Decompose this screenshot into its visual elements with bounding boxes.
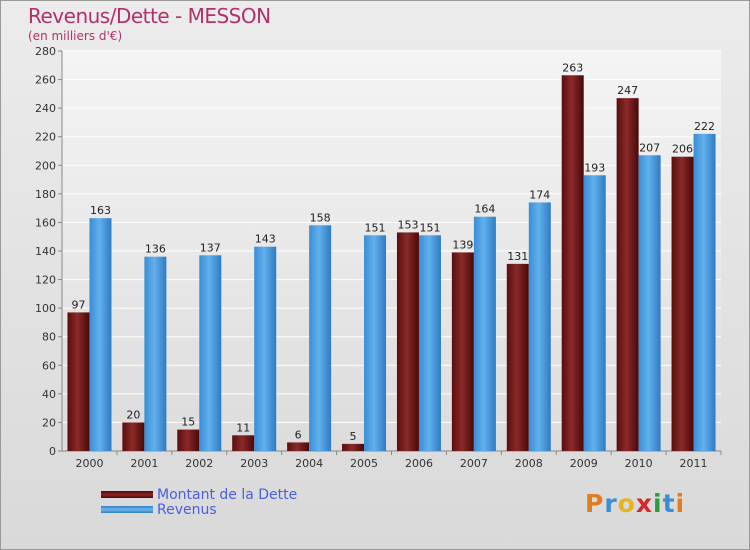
y-tick-label: 280: [35, 45, 56, 58]
bar-revenus: [309, 225, 332, 451]
y-tick-label: 160: [35, 216, 56, 229]
logo-letter: o: [617, 489, 636, 518]
chart-title: Revenus/Dette - MESSON: [28, 4, 271, 28]
x-tick-label: 2001: [130, 457, 158, 470]
bar-revenus: [199, 255, 222, 451]
bar-revenus: [473, 216, 496, 451]
y-tick-label: 260: [35, 74, 56, 87]
legend-item-dette: Montant de la Dette: [101, 486, 298, 503]
legend-label-dette: Montant de la Dette: [157, 486, 298, 503]
y-tick-label: 220: [35, 131, 56, 144]
data-label: 11: [236, 421, 250, 434]
bar-revenus: [254, 246, 277, 451]
data-label: 163: [90, 204, 111, 217]
x-tick-label: 2006: [405, 457, 433, 470]
x-tick-label: 2005: [350, 457, 378, 470]
x-tick-label: 2010: [625, 457, 653, 470]
bar-dette: [616, 98, 639, 452]
bar-revenus: [638, 155, 661, 452]
y-tick-label: 0: [49, 445, 56, 458]
data-label: 222: [694, 120, 715, 133]
y-tick-label: 40: [42, 388, 56, 401]
x-tick-label: 2003: [240, 457, 268, 470]
logo-letter: i: [675, 489, 686, 518]
bar-revenus: [364, 235, 387, 451]
data-label: 153: [397, 218, 418, 231]
bar-dette: [232, 435, 255, 451]
data-label: 193: [584, 161, 605, 174]
x-tick-label: 2002: [185, 457, 213, 470]
x-tick-label: 2004: [295, 457, 323, 470]
data-label: 151: [419, 221, 440, 234]
data-label: 97: [71, 298, 85, 311]
y-tick-label: 60: [42, 359, 56, 372]
logo-letter: r: [604, 489, 618, 518]
x-tick-label: 2009: [570, 457, 598, 470]
bar-revenus: [693, 133, 716, 451]
data-label: 6: [295, 428, 302, 441]
data-label: 158: [310, 211, 331, 224]
x-tick-label: 2011: [680, 457, 708, 470]
legend: Montant de la Dette Revenus: [101, 486, 298, 518]
x-tick-label: 2008: [515, 457, 543, 470]
y-tick-label: 80: [42, 331, 56, 344]
bar-dette: [451, 252, 474, 451]
bar-revenus: [418, 235, 441, 451]
data-label: 5: [350, 430, 357, 443]
bar-dette: [342, 443, 365, 451]
legend-item-revenus: Revenus: [101, 501, 297, 518]
legend-swatch-dette: [101, 491, 153, 498]
x-tick-label: 2007: [460, 457, 488, 470]
bar-revenus: [89, 218, 112, 451]
bar-dette: [396, 232, 419, 451]
y-tick-label: 180: [35, 188, 56, 201]
y-tick-label: 120: [35, 274, 56, 287]
bar-dette: [561, 75, 584, 452]
data-label: 207: [639, 141, 660, 154]
data-label: 263: [562, 61, 583, 74]
y-tick-label: 100: [35, 302, 56, 315]
bar-revenus: [583, 175, 606, 452]
data-label: 164: [474, 203, 495, 216]
logo-letter: x: [635, 489, 653, 518]
legend-label-revenus: Revenus: [157, 501, 217, 518]
bar-revenus: [528, 202, 551, 451]
logo-letter: P: [585, 489, 605, 518]
x-tick-label: 2000: [75, 457, 103, 470]
y-tick-label: 20: [42, 416, 56, 429]
bar-dette: [177, 429, 200, 451]
proxiti-logo: Proxiti: [585, 489, 685, 518]
data-label: 136: [145, 243, 166, 256]
bar-dette: [67, 312, 90, 451]
y-tick-label: 240: [35, 102, 56, 115]
bar-dette: [122, 422, 145, 451]
data-label: 137: [200, 241, 221, 254]
data-label: 174: [529, 188, 550, 201]
data-label: 206: [672, 143, 693, 156]
data-label: 151: [365, 221, 386, 234]
data-label: 20: [126, 408, 140, 421]
y-tick-label: 200: [35, 159, 56, 172]
y-tick-label: 140: [35, 245, 56, 258]
data-label: 139: [452, 238, 473, 251]
logo-letter: i: [653, 489, 663, 518]
chart-subtitle: (en milliers d'€): [28, 29, 123, 43]
bar-revenus: [144, 256, 167, 451]
data-label: 143: [255, 233, 276, 246]
bar-dette: [506, 263, 529, 451]
data-label: 15: [181, 416, 195, 429]
bar-dette: [671, 156, 694, 451]
logo-letter: t: [662, 489, 676, 518]
data-label: 247: [617, 84, 638, 97]
bar-dette: [287, 442, 310, 451]
legend-swatch-revenus: [101, 506, 153, 513]
data-label: 131: [507, 250, 528, 263]
